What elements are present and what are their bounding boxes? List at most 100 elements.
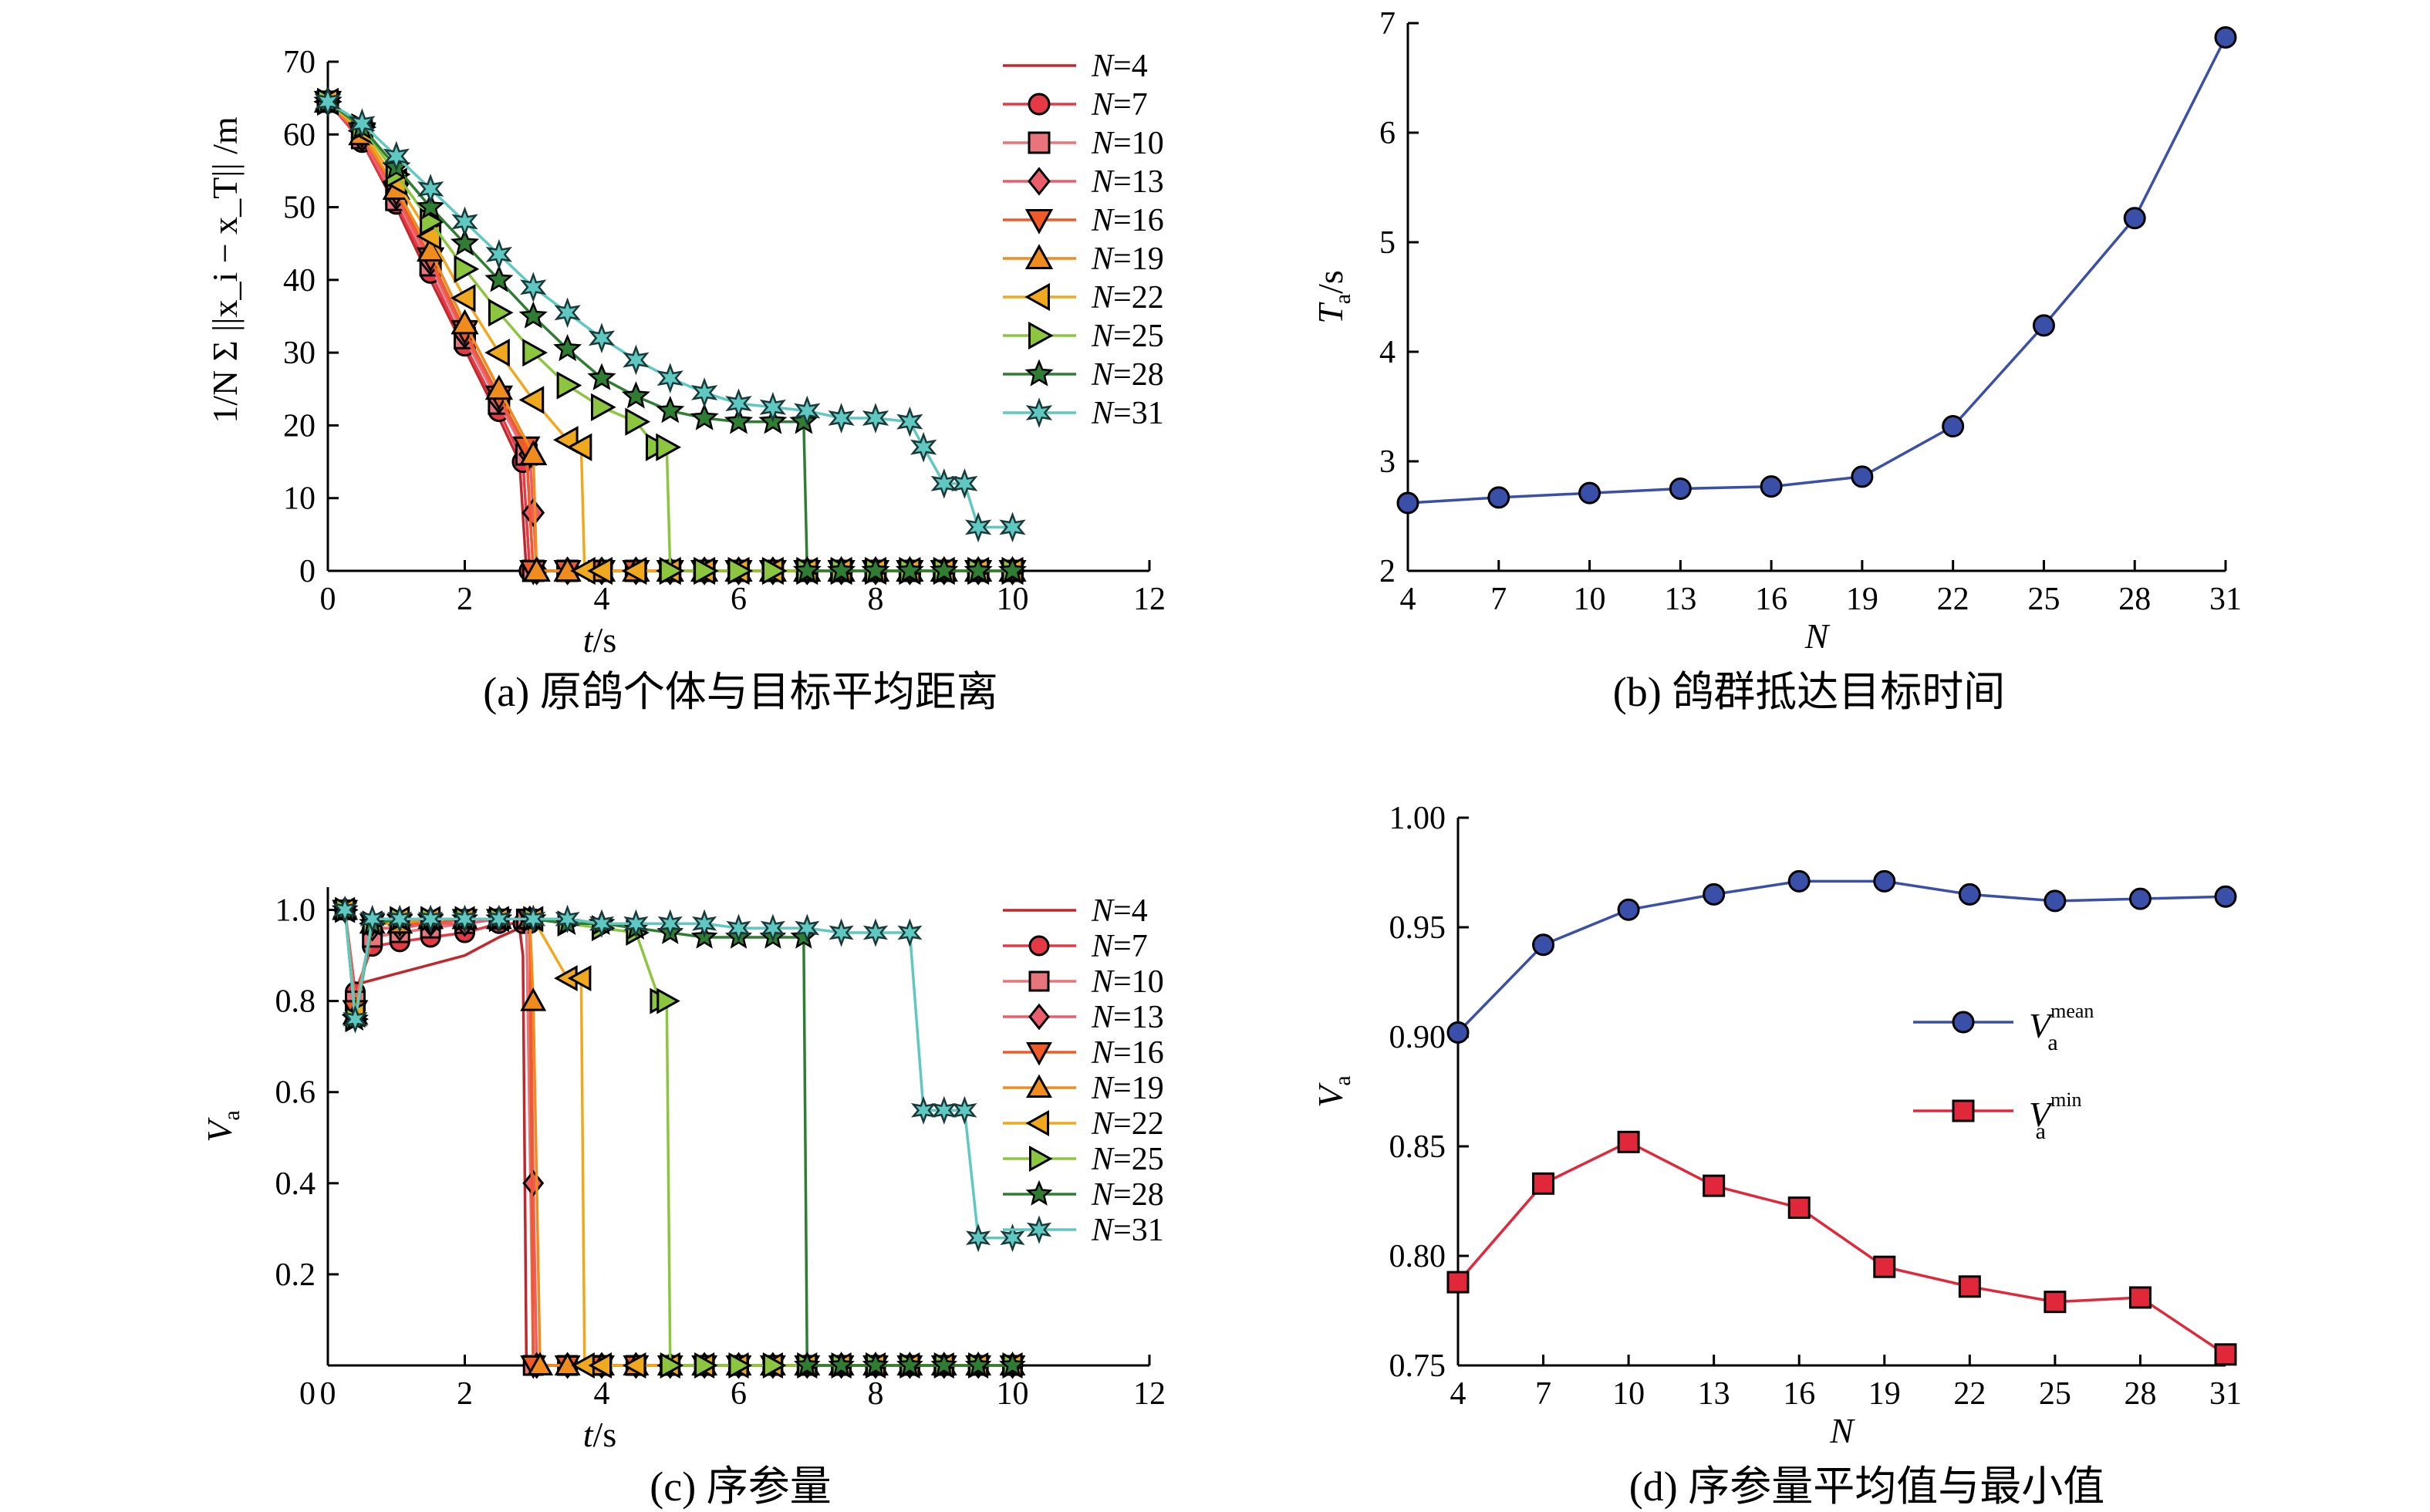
legend-label-N=4: N=4 — [1091, 49, 1148, 84]
legend-marker-N=31 — [1026, 1215, 1052, 1244]
x-tick-label: 12 — [1133, 1376, 1166, 1412]
data-point-N=31 — [623, 344, 650, 376]
data-point-N=31 — [1000, 1223, 1025, 1253]
legend-label-N=7: N=7 — [1091, 87, 1148, 123]
y-tick-label: 30 — [283, 336, 316, 371]
data-point-N=31 — [828, 403, 855, 434]
data-point-N=28 — [792, 555, 822, 583]
data-point-V_a^mean — [1873, 869, 1896, 893]
data-point-V_a^min — [1532, 1172, 1555, 1195]
x-tick-label: 7 — [1490, 582, 1507, 617]
data-point-V_a^mean — [2044, 889, 2067, 913]
data-point-N=28 — [621, 381, 650, 409]
data-point-N=31 — [691, 909, 717, 938]
data-point-N=31 — [897, 918, 923, 947]
data-point-V_a^mean — [1787, 869, 1811, 893]
y-tick-label: 0 — [299, 554, 316, 589]
data-point-N=19 — [527, 1352, 554, 1376]
x-tick-label: 22 — [1937, 582, 1969, 617]
x-tick-label: 19 — [1868, 1376, 1901, 1412]
data-point-N=19 — [484, 374, 514, 400]
y-tick-label: 0.85 — [1389, 1129, 1446, 1165]
data-point-V_a^min — [1446, 1271, 1470, 1294]
x-axis-label: N — [1804, 616, 1831, 656]
data-point-N=28 — [484, 265, 514, 292]
legend-label-N=13: N=13 — [1091, 164, 1164, 200]
data-point-N=22 — [566, 433, 592, 461]
legend-marker-N=22 — [1024, 282, 1050, 312]
data-point-N=25 — [762, 1352, 787, 1379]
data-point-V_a^min — [1873, 1255, 1896, 1278]
series-line-N=28 — [326, 100, 1013, 572]
data-point-N=31 — [725, 388, 752, 419]
y-tick-label: 0.8 — [275, 984, 316, 1020]
data-point-N=25 — [727, 556, 754, 586]
panel-b-arrival-time-chart: 4 7 10 13 16 19 22 25 28 31 2 3 4 5 6 7 N Ta/s — [1311, 6, 2242, 656]
series-line-N=13 — [326, 100, 1013, 572]
data-point-N=25 — [556, 371, 582, 400]
legend-marker-V_a^mean — [1952, 1011, 1975, 1034]
data-point-V_a^min — [2214, 1343, 2237, 1366]
x-tick-label: 2 — [457, 582, 473, 617]
data-point-N=28 — [862, 1351, 889, 1377]
x-tick-label: 13 — [1664, 582, 1696, 617]
x-tick-label: 22 — [1953, 1376, 1986, 1412]
data-point-N=31 — [623, 909, 649, 938]
x-tick-label: 7 — [1535, 1376, 1551, 1412]
data-point-N=28 — [896, 1351, 923, 1377]
caption-b: (b) 鸽群抵达目标时间 — [1613, 669, 2005, 715]
data-point-N=31 — [910, 431, 937, 463]
data-point-N=31 — [383, 140, 410, 172]
data-point-N=25 — [728, 1352, 752, 1379]
panel-a-distance-chart: 0 2 4 6 8 10 12 0 10 20 30 40 50 60 70 t/s 1/N Σ ||x_i −… — [205, 45, 1166, 660]
data-point-N=31 — [965, 1223, 991, 1253]
data-point-N=31 — [332, 895, 358, 925]
legend-label-N=10: N=10 — [1091, 964, 1164, 1000]
data-point-Ta — [1760, 475, 1783, 498]
data-point-Ta — [1669, 478, 1692, 500]
data-point-N=22 — [484, 338, 510, 367]
legend-marker-N=10 — [1028, 970, 1050, 992]
data-point-N=31 — [726, 913, 751, 943]
y-axis-label: Ta/s — [1311, 270, 1355, 324]
data-point-Ta — [1942, 415, 1965, 438]
data-point-N=31 — [964, 511, 992, 543]
y-tick-label: 6 — [1379, 116, 1396, 151]
data-point-N=25 — [488, 299, 514, 327]
data-point-N=25 — [659, 556, 685, 586]
legend-label-N=28: N=28 — [1091, 1177, 1164, 1213]
data-point-N=31 — [452, 904, 478, 933]
y-axis-label: Va — [1311, 1075, 1355, 1107]
data-point-V_a^min — [1617, 1130, 1640, 1153]
y-tick-label: 5 — [1379, 225, 1396, 261]
data-point-N=19 — [451, 309, 479, 335]
data-point-N=31 — [795, 913, 820, 943]
x-tick-label: 10 — [997, 582, 1029, 617]
y-axis-label: Va — [200, 1110, 245, 1142]
data-point-V_a^min — [2128, 1286, 2152, 1309]
data-point-N=22 — [587, 556, 613, 586]
data-point-Ta — [2123, 207, 2146, 230]
y-tick-label: 2 — [1379, 554, 1396, 589]
legend-marker-N=19 — [1024, 244, 1054, 269]
legend-label-N=25: N=25 — [1091, 319, 1164, 354]
legend-label-mean: Vmean a — [2029, 1000, 2094, 1055]
data-point-N=28 — [828, 1351, 855, 1377]
series-line-N=19 — [326, 100, 1013, 572]
data-point-N=25 — [694, 1352, 718, 1379]
legend-marker-N=28 — [1025, 1180, 1053, 1206]
data-point-N=19 — [554, 1352, 581, 1376]
data-point-N=28 — [930, 555, 959, 583]
data-point-N=31 — [862, 403, 889, 434]
data-point-N=31 — [759, 391, 787, 423]
legend-marker-N=25 — [1028, 1146, 1053, 1172]
x-tick-label: 12 — [1133, 582, 1166, 617]
series-line-V_a^mean — [1456, 879, 2226, 1034]
data-point-N=28 — [724, 407, 754, 434]
legend-marker-N=16 — [1026, 1041, 1052, 1066]
y-tick-label: 0.6 — [275, 1075, 316, 1111]
data-point-N=31 — [656, 363, 683, 394]
x-axis-label: t/s — [583, 1415, 616, 1454]
x-tick-label: 10 — [997, 1376, 1029, 1412]
